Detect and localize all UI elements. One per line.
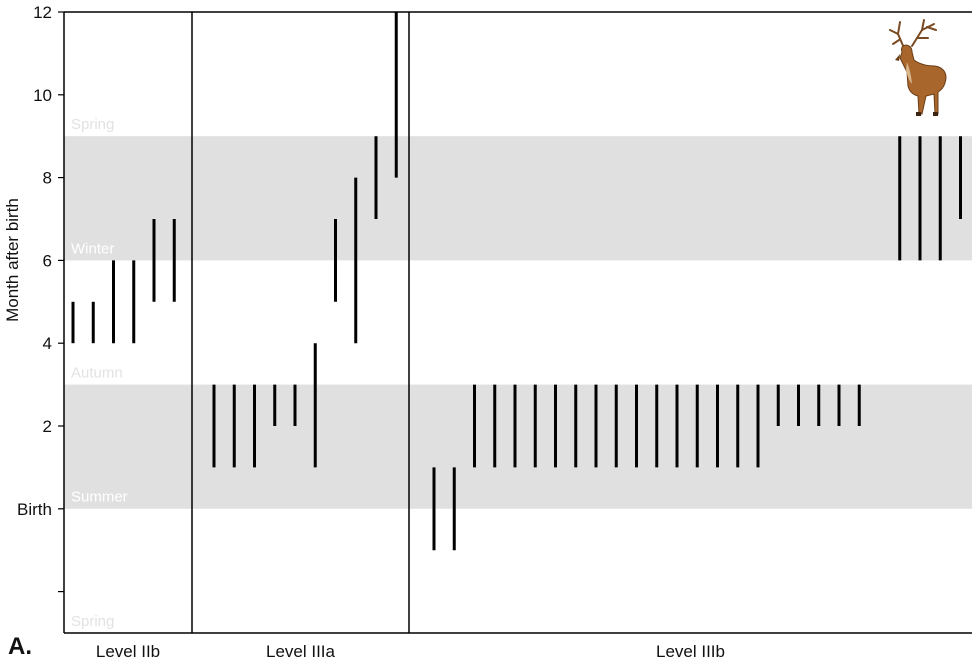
level-label: Level IIIb	[656, 642, 725, 661]
y-tick-label: 12	[33, 3, 52, 22]
season-band-summer	[64, 384, 972, 509]
panel-label: A.	[8, 633, 32, 660]
y-axis-title: Month after birth	[3, 198, 22, 322]
season-label: Autumn	[71, 364, 123, 381]
y-tick-label: 6	[43, 251, 52, 270]
y-axis-ticks: Birth 2 4 6 8 10 12	[17, 3, 64, 593]
data-bars	[71, 12, 962, 551]
plot-frame	[63, 11, 972, 634]
y-tick-label: 4	[43, 334, 52, 353]
season-band-winter	[64, 136, 972, 261]
level-label: Level IIIa	[266, 642, 336, 661]
red-deer-stag-icon	[889, 19, 947, 116]
level-dividers	[191, 12, 410, 633]
y-tick-label: Birth	[17, 500, 52, 519]
y-tick-label: 2	[43, 417, 52, 436]
season-label: Spring	[71, 116, 114, 133]
level-labels: Level IIb Level IIIa Level IIIb	[96, 642, 725, 661]
y-tick-label: 10	[33, 86, 52, 105]
season-label: Spring	[71, 613, 114, 630]
season-bands	[64, 136, 972, 509]
season-label: Winter	[71, 240, 114, 257]
y-tick-label: 8	[43, 169, 52, 188]
season-label: Summer	[71, 489, 128, 506]
level-label: Level IIb	[96, 642, 160, 661]
season-labels: Summer Winter Autumn Spring Spring	[71, 116, 128, 630]
